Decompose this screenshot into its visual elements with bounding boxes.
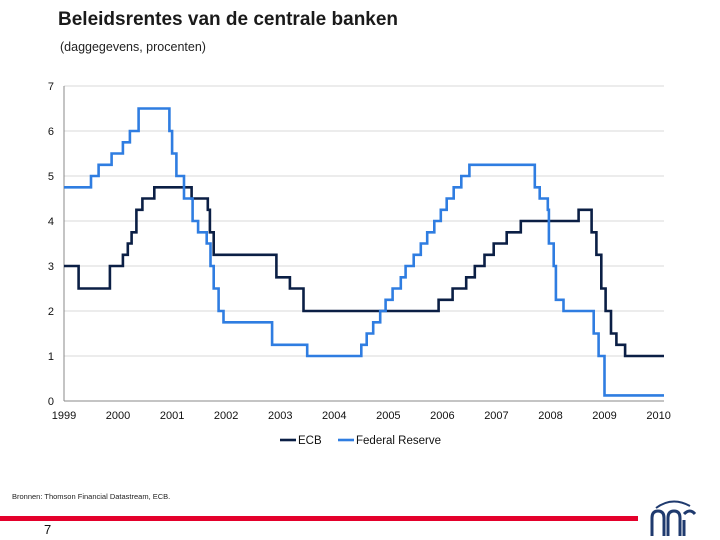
chart-title: Beleidsrentes van de centrale banken <box>58 9 399 30</box>
y-tick-label: 2 <box>48 306 54 318</box>
page-number: 7 <box>44 522 52 537</box>
line-chart: 0 1 2 3 4 5 6 7 1999 2000 2001 2002 2003 2004 2005 2006… <box>48 81 671 447</box>
x-tick-label: 1999 <box>52 410 76 422</box>
footer-accent-line <box>0 516 638 521</box>
x-tick-label: 2006 <box>430 410 454 422</box>
chart-subtitle: (daggegevens, procenten) <box>60 40 206 54</box>
y-tick-label: 5 <box>48 171 54 183</box>
x-tick-label: 2005 <box>376 410 400 422</box>
x-tick-label: 2002 <box>214 410 238 422</box>
y-tick-label: 0 <box>48 396 54 408</box>
x-tick-label: 2000 <box>106 410 130 422</box>
y-tick-label: 7 <box>48 81 54 93</box>
y-tick-label: 1 <box>48 351 54 363</box>
ecb-rate-line <box>64 186 664 358</box>
fed-rate-line <box>64 107 664 397</box>
x-tick-label: 2009 <box>592 410 616 422</box>
x-tick-label: 2004 <box>322 410 346 422</box>
legend-item-ecb: ECB <box>298 435 322 447</box>
y-tick-label: 3 <box>48 261 54 273</box>
x-tick-label: 2003 <box>268 410 292 422</box>
source-note: Bronnen: Thomson Financial Datastream, E… <box>12 492 171 501</box>
x-tick-label: 2007 <box>484 410 508 422</box>
x-tick-label: 2008 <box>538 410 562 422</box>
bank-logo-icon <box>650 500 697 536</box>
x-tick-label: 2001 <box>160 410 184 422</box>
legend-item-fed: Federal Reserve <box>356 435 441 447</box>
y-tick-label: 6 <box>48 126 54 138</box>
y-tick-label: 4 <box>48 216 54 228</box>
x-tick-label: 2010 <box>646 410 670 422</box>
